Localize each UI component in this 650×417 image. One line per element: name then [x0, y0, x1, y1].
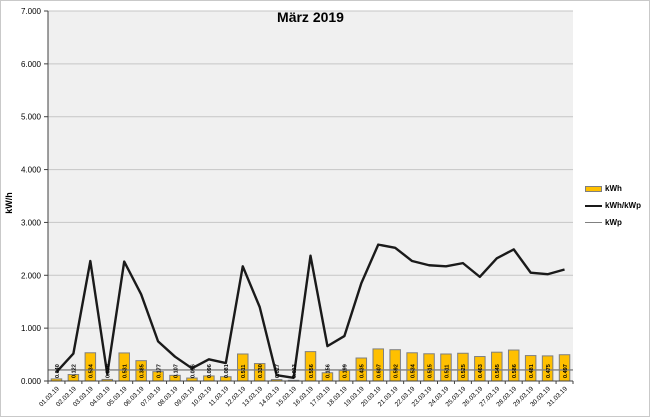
legend-item-kwh: kWh — [585, 184, 641, 193]
svg-text:0.122: 0.122 — [72, 364, 78, 378]
svg-text:0.081: 0.081 — [224, 364, 230, 378]
bar-value-labels: 0.040 0.122 0.534 0.030 0.531 0.385 0.177 0.107… — [55, 363, 569, 378]
svg-text:0.040: 0.040 — [55, 364, 61, 378]
svg-text:0.592: 0.592 — [393, 364, 399, 378]
legend: kWh kWh/kWp kWp — [585, 184, 641, 227]
legend-label-kwh: kWh — [605, 184, 622, 193]
kwh-kwp-line-swatch-icon — [585, 204, 602, 207]
legend-item-kwh-kwp: kWh/kWp — [585, 201, 641, 210]
svg-text:1.000: 1.000 — [21, 324, 42, 333]
kwp-line-swatch-icon — [585, 222, 602, 223]
svg-text:2.000: 2.000 — [21, 271, 42, 280]
svg-text:0.607: 0.607 — [377, 364, 383, 378]
svg-text:0.525: 0.525 — [461, 364, 467, 378]
svg-text:0.330: 0.330 — [258, 364, 264, 378]
x-axis-date-labels: 01.03.1902.03.1903.03.1904.03.1905.03.19… — [38, 385, 569, 408]
legend-label-kwp: kWp — [605, 218, 622, 227]
svg-text:0.534: 0.534 — [89, 363, 95, 378]
svg-text:0.199: 0.199 — [343, 364, 349, 378]
svg-text:6.000: 6.000 — [21, 60, 42, 69]
svg-text:3.000: 3.000 — [21, 218, 42, 227]
svg-text:0.475: 0.475 — [546, 364, 552, 378]
plot-background — [48, 11, 573, 381]
svg-text:0.497: 0.497 — [563, 364, 569, 378]
svg-text:0.534: 0.534 — [410, 363, 416, 378]
chart-title: März 2019 — [277, 9, 344, 25]
svg-text:0.435: 0.435 — [360, 364, 366, 378]
svg-text:0.156: 0.156 — [326, 364, 332, 378]
svg-text:0.056: 0.056 — [190, 364, 196, 378]
svg-text:7.000: 7.000 — [21, 7, 42, 16]
svg-text:0.545: 0.545 — [495, 364, 501, 378]
svg-text:0.511: 0.511 — [444, 365, 450, 378]
y-axis-label: kW/h — [4, 192, 14, 214]
x-axis-ticks — [47, 381, 574, 384]
svg-text:0.030: 0.030 — [106, 364, 112, 378]
svg-text:0.586: 0.586 — [512, 364, 518, 378]
y-axis-ticks: 0.000 1.000 2.000 3.000 4.000 5.000 6.000 7.000 — [21, 7, 48, 386]
svg-text:0.515: 0.515 — [427, 364, 433, 378]
svg-text:0.385: 0.385 — [139, 364, 145, 378]
gridlines — [48, 10, 573, 329]
kwh-kwp-line — [55, 243, 565, 380]
svg-text:0.531: 0.531 — [123, 364, 129, 378]
svg-text:0.107: 0.107 — [173, 364, 179, 378]
svg-text:0.481: 0.481 — [529, 364, 535, 378]
svg-text:5.000: 5.000 — [21, 113, 42, 122]
legend-item-kwp: kWp — [585, 218, 641, 227]
kwh-bar-swatch-icon — [585, 185, 602, 192]
svg-text:0.556: 0.556 — [309, 364, 315, 378]
svg-text:0.027: 0.027 — [275, 364, 281, 378]
svg-text:0.177: 0.177 — [156, 364, 162, 378]
legend-label-kwh-kwp: kWh/kWp — [605, 201, 641, 210]
svg-text:0.096: 0.096 — [207, 364, 213, 378]
svg-text:4.000: 4.000 — [21, 166, 42, 175]
svg-text:0.013: 0.013 — [292, 364, 298, 378]
svg-text:0.511: 0.511 — [241, 365, 247, 378]
svg-text:0.000: 0.000 — [21, 377, 42, 386]
svg-text:0.463: 0.463 — [478, 364, 484, 378]
